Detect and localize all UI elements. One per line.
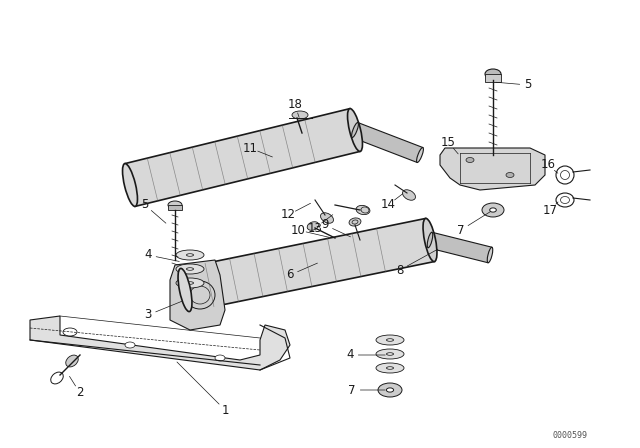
Ellipse shape	[387, 367, 394, 369]
Ellipse shape	[186, 282, 193, 284]
Polygon shape	[485, 74, 501, 82]
Text: 2: 2	[76, 387, 84, 400]
Polygon shape	[125, 108, 360, 207]
Text: 11: 11	[243, 142, 257, 155]
Ellipse shape	[176, 264, 204, 274]
Ellipse shape	[466, 158, 474, 163]
Ellipse shape	[485, 69, 501, 79]
Polygon shape	[170, 260, 225, 330]
Ellipse shape	[321, 213, 333, 223]
Ellipse shape	[176, 250, 204, 260]
Text: 12: 12	[280, 208, 296, 221]
Text: 9: 9	[321, 219, 329, 232]
Ellipse shape	[376, 363, 404, 373]
Ellipse shape	[292, 111, 308, 119]
Text: 18: 18	[287, 99, 303, 112]
Text: 15: 15	[440, 135, 456, 148]
Text: 3: 3	[144, 309, 152, 322]
Ellipse shape	[487, 247, 493, 263]
Ellipse shape	[356, 205, 370, 215]
Polygon shape	[440, 148, 545, 190]
Polygon shape	[428, 232, 492, 263]
Text: 7: 7	[348, 383, 356, 396]
Ellipse shape	[66, 355, 78, 367]
Polygon shape	[168, 205, 182, 210]
Ellipse shape	[178, 268, 192, 311]
Ellipse shape	[417, 147, 424, 163]
Ellipse shape	[423, 219, 437, 262]
Ellipse shape	[186, 254, 193, 256]
Text: 13: 13	[308, 221, 323, 234]
Text: 5: 5	[141, 198, 148, 211]
Text: 6: 6	[286, 268, 294, 281]
Ellipse shape	[482, 203, 504, 217]
Polygon shape	[30, 316, 290, 370]
Ellipse shape	[348, 108, 362, 151]
Text: 10: 10	[291, 224, 305, 237]
Text: 8: 8	[396, 263, 404, 276]
Ellipse shape	[378, 383, 402, 397]
Ellipse shape	[351, 122, 358, 138]
Ellipse shape	[387, 388, 394, 392]
Text: 1: 1	[221, 404, 228, 417]
Polygon shape	[352, 123, 423, 163]
Ellipse shape	[176, 278, 204, 288]
Text: 4: 4	[346, 349, 354, 362]
Text: 4: 4	[144, 249, 152, 262]
Text: 17: 17	[543, 203, 557, 216]
Ellipse shape	[403, 190, 415, 200]
Ellipse shape	[376, 335, 404, 345]
Ellipse shape	[376, 349, 404, 359]
Ellipse shape	[122, 164, 138, 207]
Ellipse shape	[349, 218, 361, 226]
Ellipse shape	[215, 355, 225, 361]
Ellipse shape	[186, 268, 193, 270]
Text: 0000599: 0000599	[552, 431, 588, 439]
Text: 16: 16	[541, 159, 556, 172]
Ellipse shape	[387, 339, 394, 341]
Ellipse shape	[506, 172, 514, 177]
Polygon shape	[180, 219, 435, 311]
Text: 7: 7	[457, 224, 465, 237]
Ellipse shape	[428, 232, 433, 248]
Ellipse shape	[387, 353, 394, 355]
Text: 5: 5	[524, 78, 532, 91]
Ellipse shape	[125, 342, 135, 348]
Ellipse shape	[490, 208, 496, 212]
Ellipse shape	[307, 222, 319, 230]
Text: 14: 14	[381, 198, 396, 211]
Ellipse shape	[63, 328, 77, 336]
Ellipse shape	[168, 201, 182, 209]
